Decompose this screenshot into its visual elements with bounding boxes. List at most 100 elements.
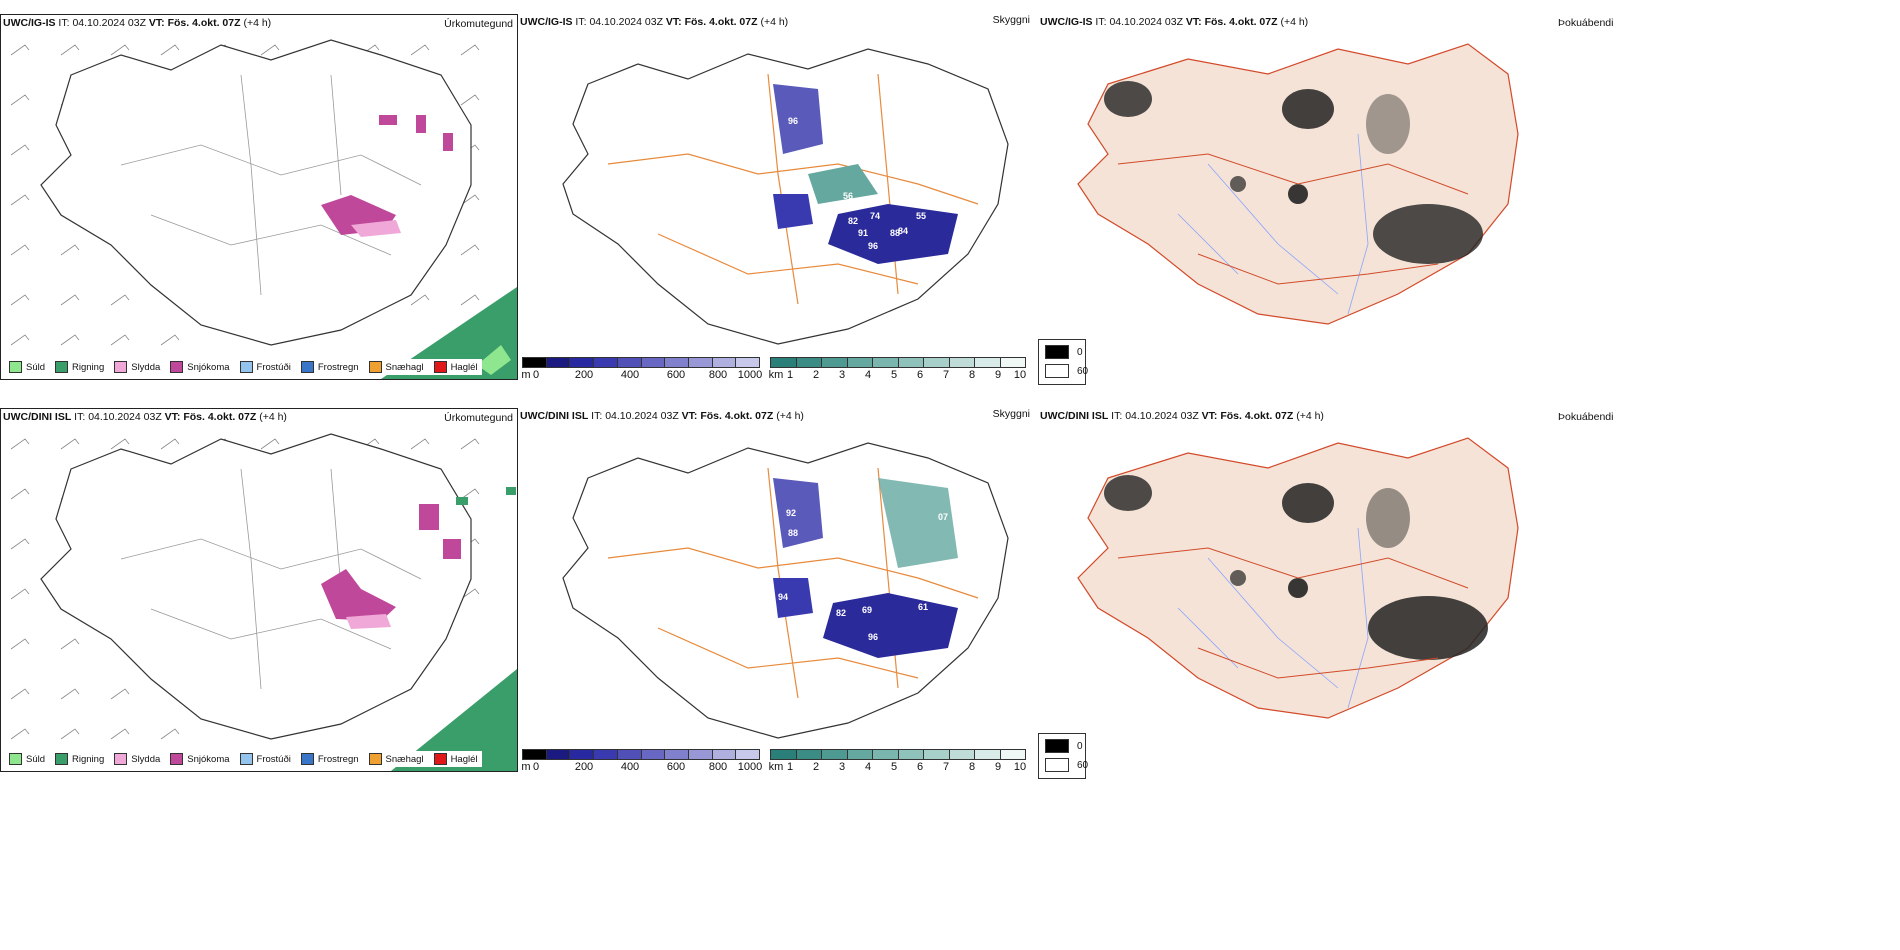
cbar-tick: 9 [994,761,1002,773]
cbar-tick: 3 [838,369,846,381]
visibility-panel-row2: 92 88 94 82 69 96 55 61 07 UWC/DINI ISL … [518,408,1038,773]
vis-label: 84 [898,226,908,236]
roads [1117,547,1469,679]
fog-map [1077,43,1519,325]
cbar-tick: 10 [1013,761,1027,773]
vis-label: 96 [868,632,878,642]
rain-patch [506,487,516,495]
panel-title: UWC/IG-IS IT: 04.10.2024 03Z VT: Fös. 4.… [3,17,272,29]
precip-panel-row1: UWC/IG-IS IT: 04.10.2024 03Z VT: Fös. 4.… [0,14,518,380]
low-vis-area [773,478,823,548]
cbar-tick: 800 [708,761,728,773]
vis-label: 82 [848,216,858,226]
panel-type-label: Úrkomutegund [444,18,513,30]
low-vis-area [823,593,958,658]
fog-legend-item: 60 [1045,758,1088,772]
cbar-tick: 200 [574,369,594,381]
visibility-colorbar-m: m 0 200 400 600 800 1000 [521,749,762,779]
legend-item: Snæhagl [368,361,424,373]
cbar-tick: 600 [666,761,686,773]
fog-legend-item: 0 [1045,345,1083,359]
cbar-tick: 5 [890,369,898,381]
visibility-labels: 92 88 94 82 69 96 55 61 07 [778,508,948,642]
panel-type-label: Úrkomutegund [444,412,513,424]
cbar-tick: 1 [786,761,794,773]
rain-area [391,669,517,771]
rivers [1177,133,1369,315]
fog-legend-item: 60 [1045,364,1088,378]
panel-type-label: Þokuábendi [1558,17,1614,29]
cbar-tick: 400 [620,761,640,773]
legend-item: Snjókoma [170,753,230,765]
snow-patch [443,539,461,559]
low-vis-area [828,204,958,264]
legend-item: Súld [9,361,45,373]
legend-item: Rigning [55,753,104,765]
fog-legend: 0 60 [1038,339,1088,385]
legend-item: Rigning [55,361,104,373]
panel-type-label: Þokuábendi [1558,411,1614,423]
panel-title: UWC/DINI ISL IT: 04.10.2024 03Z VT: Fös.… [3,411,287,423]
fog-map [1077,437,1519,719]
fog-legend: 0 60 [1038,733,1088,779]
rain-area [381,287,517,379]
legend-item: Frostúði [239,361,291,373]
sleet-area [346,614,391,629]
roads [120,74,422,296]
cbar-tick: 1000 [737,369,763,381]
visibility-labels: 96 88 82 74 91 96 84 55 56 [788,116,926,251]
vis-label: 96 [868,241,878,251]
panel-title: UWC/IG-IS IT: 04.10.2024 03Z VT: Fös. 4.… [520,16,789,28]
cbar-tick: 7 [942,761,950,773]
cbar-tick: 6 [916,761,924,773]
cbar-tick: 4 [864,369,872,381]
vis-label: 94 [778,592,788,602]
legend-item: Snjókoma [170,361,230,373]
cbar-tick: 2 [812,369,820,381]
cbar-tick: 4 [864,761,872,773]
visibility-colorbar-km: km 1 2 3 4 5 6 7 8 9 10 [768,749,1027,779]
panel-type-label: Skyggni [992,14,1030,26]
legend-item: Snæhagl [368,753,424,765]
legend-item: Haglél [433,753,478,765]
vis-label: 92 [786,508,796,518]
cbar-tick: 6 [916,369,924,381]
snow-area [321,569,396,621]
visibility-map: 92 88 94 82 69 96 55 61 07 [562,442,1009,739]
cbar-tick: 3 [838,761,846,773]
cbar-unit: km [768,761,784,773]
legend-item: Súld [9,753,45,765]
precip-panel-row2: UWC/DINI ISL IT: 04.10.2024 03Z VT: Fös.… [0,408,518,772]
cbar-tick: 7 [942,369,950,381]
roads [607,467,979,699]
vis-label: 88 [788,528,798,538]
mid-vis-area [808,164,878,204]
vis-label: 55 [916,211,926,221]
fog-panel-row1: UWC/IG-IS IT: 04.10.2024 03Z VT: Fös. 4.… [1038,14,1900,385]
sleet-area [351,220,401,237]
cbar-unit: km [768,369,784,381]
roads [120,468,422,690]
fog-shading [1104,81,1483,264]
roads [1117,153,1469,285]
legend-item: Slydda [114,361,160,373]
vis-label: 56 [843,191,853,201]
snow-patch [419,504,439,530]
snow-patch [416,115,426,133]
cbar-tick: 600 [666,369,686,381]
cbar-tick: 1 [786,369,794,381]
precip-legend: Súld Rigning Slydda Snjókoma Frostúði Fr… [5,359,482,375]
precip-map [10,433,517,771]
rivers [1177,527,1369,709]
vis-label: 61 [918,602,928,612]
vis-label: 74 [870,211,880,221]
fog-panel-row2: UWC/DINI ISL IT: 04.10.2024 03Z VT: Fös.… [1038,408,1900,779]
cbar-tick: 5 [890,761,898,773]
panel-title: UWC/DINI ISL IT: 04.10.2024 03Z VT: Fös.… [520,410,804,422]
vis-label: 96 [788,116,798,126]
cbar-tick: 8 [968,369,976,381]
cbar-tick: 200 [574,761,594,773]
drizzle-area [477,345,511,375]
vis-label: 88 [890,228,900,238]
mid-vis-area [878,478,958,568]
